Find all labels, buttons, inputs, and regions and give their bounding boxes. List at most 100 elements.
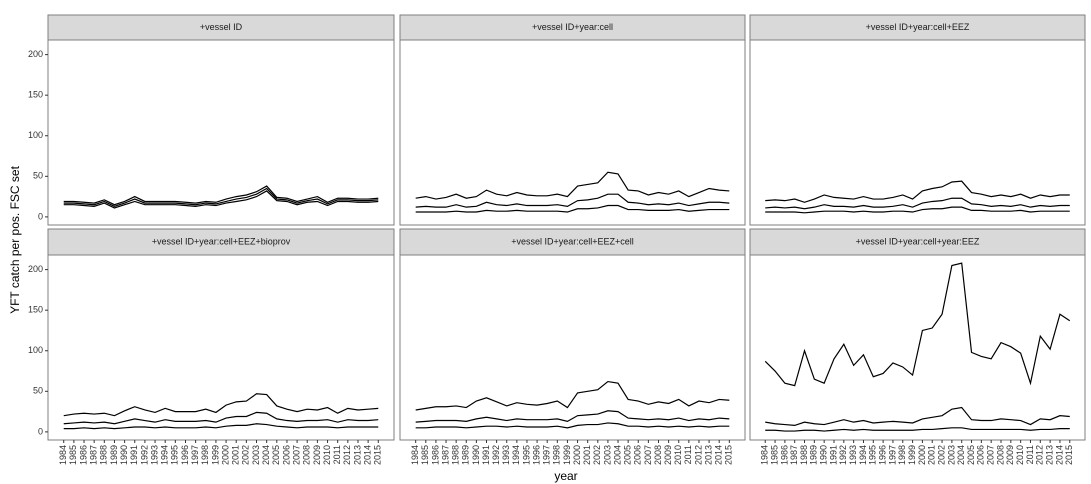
line bbox=[415, 380, 730, 411]
facet-title: +vessel ID+year:cell bbox=[532, 22, 613, 32]
x-tick-label: 1985 bbox=[68, 445, 78, 465]
x-tick-label: 1988 bbox=[451, 445, 461, 465]
x-tick-label: 1985 bbox=[769, 445, 779, 465]
x-tick-label: 1984 bbox=[760, 445, 770, 465]
x-tick-label: 2003 bbox=[251, 445, 261, 465]
x-tick-label: 1993 bbox=[501, 445, 511, 465]
x-tick-label: 1996 bbox=[180, 445, 190, 465]
x-tick-label: 2014 bbox=[1054, 445, 1064, 465]
x-tick-label: 1993 bbox=[149, 445, 159, 465]
x-tick-label: 2006 bbox=[976, 445, 986, 465]
x-tick-label: 1997 bbox=[190, 445, 200, 465]
x-tick-label: 1999 bbox=[210, 445, 220, 465]
x-tick-label: 2004 bbox=[612, 445, 622, 465]
x-tick-label: 1989 bbox=[109, 445, 119, 465]
line bbox=[415, 422, 730, 429]
line bbox=[765, 197, 1070, 210]
line bbox=[63, 393, 379, 417]
line bbox=[415, 193, 730, 208]
x-tick-label: 2011 bbox=[332, 445, 342, 464]
x-tick-label: 1992 bbox=[838, 445, 848, 465]
x-tick-label: 1986 bbox=[78, 445, 88, 465]
x-tick-label: 1994 bbox=[160, 445, 170, 465]
x-tick-label: 1999 bbox=[907, 445, 917, 465]
x-tick-label: 2005 bbox=[623, 445, 633, 465]
x-tick-label: 2012 bbox=[1035, 445, 1045, 465]
x-tick-label: 1990 bbox=[471, 445, 481, 465]
line bbox=[63, 190, 379, 209]
x-tick-label: 2013 bbox=[703, 445, 713, 465]
x-tick-label: 2008 bbox=[653, 445, 663, 465]
panel bbox=[749, 39, 1086, 226]
line bbox=[63, 423, 379, 430]
x-tick-label: 1992 bbox=[491, 445, 501, 465]
x-tick-label: 2015 bbox=[724, 445, 734, 465]
x-tick-label: 2009 bbox=[312, 445, 322, 465]
x-tick-label: 1994 bbox=[858, 445, 868, 465]
x-tick-label: 2013 bbox=[1044, 445, 1054, 465]
y-tick-label: 150 bbox=[28, 305, 43, 315]
y-tick-label: 200 bbox=[28, 49, 43, 59]
x-tick-label: 1998 bbox=[552, 445, 562, 465]
x-tick-label: 2015 bbox=[1064, 445, 1074, 465]
panel bbox=[399, 254, 746, 441]
x-tick-label: 1991 bbox=[828, 445, 838, 465]
x-tick-label: 1996 bbox=[531, 445, 541, 465]
line bbox=[764, 262, 1071, 387]
x-tick-label: 1987 bbox=[89, 445, 99, 465]
x-tick-label: 2006 bbox=[281, 445, 291, 465]
x-tick-label: 2001 bbox=[927, 445, 937, 465]
x-tick-label: 2002 bbox=[241, 445, 251, 465]
x-tick-label: 2015 bbox=[373, 445, 383, 465]
strip bbox=[47, 228, 395, 256]
y-tick-label: 100 bbox=[28, 345, 43, 355]
y-tick-label: 0 bbox=[38, 426, 43, 436]
x-tick-label: 1988 bbox=[99, 445, 109, 465]
x-tick-label: 2008 bbox=[302, 445, 312, 465]
x-tick-label: 1990 bbox=[119, 445, 129, 465]
line bbox=[765, 180, 1070, 203]
x-tick-label: 2010 bbox=[673, 445, 683, 465]
x-tick-label: 1995 bbox=[868, 445, 878, 465]
x-tick-label: 1989 bbox=[809, 445, 819, 465]
x-tick-label: 2011 bbox=[683, 445, 693, 464]
facet-title: +vessel ID+year:cell+year:EEZ bbox=[856, 236, 980, 246]
x-tick-label: 2002 bbox=[936, 445, 946, 465]
x-tick-label: 1998 bbox=[897, 445, 907, 465]
line bbox=[765, 406, 1070, 426]
x-tick-label: 1987 bbox=[440, 445, 450, 465]
x-tick-label: 1993 bbox=[848, 445, 858, 465]
x-tick-label: 2000 bbox=[917, 445, 927, 465]
x-tick-label: 2007 bbox=[986, 445, 996, 465]
x-tick-label: 2007 bbox=[291, 445, 301, 465]
line bbox=[415, 171, 730, 200]
x-tick-label: 2001 bbox=[582, 445, 592, 465]
facet-title: +vessel ID+year:cell+EEZ+bioprov bbox=[152, 236, 291, 246]
x-tick-label: 2009 bbox=[1005, 445, 1015, 465]
x-tick-label: 1989 bbox=[461, 445, 471, 465]
y-tick-label: 50 bbox=[33, 386, 43, 396]
x-tick-label: 2002 bbox=[592, 445, 602, 465]
x-tick-label: 2003 bbox=[602, 445, 612, 465]
strip bbox=[399, 228, 746, 256]
panel bbox=[399, 39, 746, 226]
x-tick-label: 2004 bbox=[956, 445, 966, 465]
y-tick-label: 50 bbox=[33, 171, 43, 181]
x-tick-label: 1986 bbox=[779, 445, 789, 465]
x-tick-label: 2004 bbox=[261, 445, 271, 465]
x-tick-label: 2014 bbox=[363, 445, 373, 465]
x-tick-label: 2014 bbox=[714, 445, 724, 465]
facet-title: +vessel ID bbox=[200, 22, 243, 32]
x-tick-label: 1986 bbox=[430, 445, 440, 465]
line bbox=[63, 187, 379, 207]
y-tick-label: 0 bbox=[38, 211, 43, 221]
panel bbox=[47, 39, 395, 226]
x-tick-label: 2000 bbox=[220, 445, 230, 465]
x-tick-label: 1988 bbox=[799, 445, 809, 465]
facet-title: +vessel ID+year:cell+EEZ bbox=[866, 22, 970, 32]
panel bbox=[47, 254, 395, 441]
x-tick-label: 2001 bbox=[231, 445, 241, 465]
x-tick-label: 2007 bbox=[643, 445, 653, 465]
y-tick-label: 200 bbox=[28, 264, 43, 274]
